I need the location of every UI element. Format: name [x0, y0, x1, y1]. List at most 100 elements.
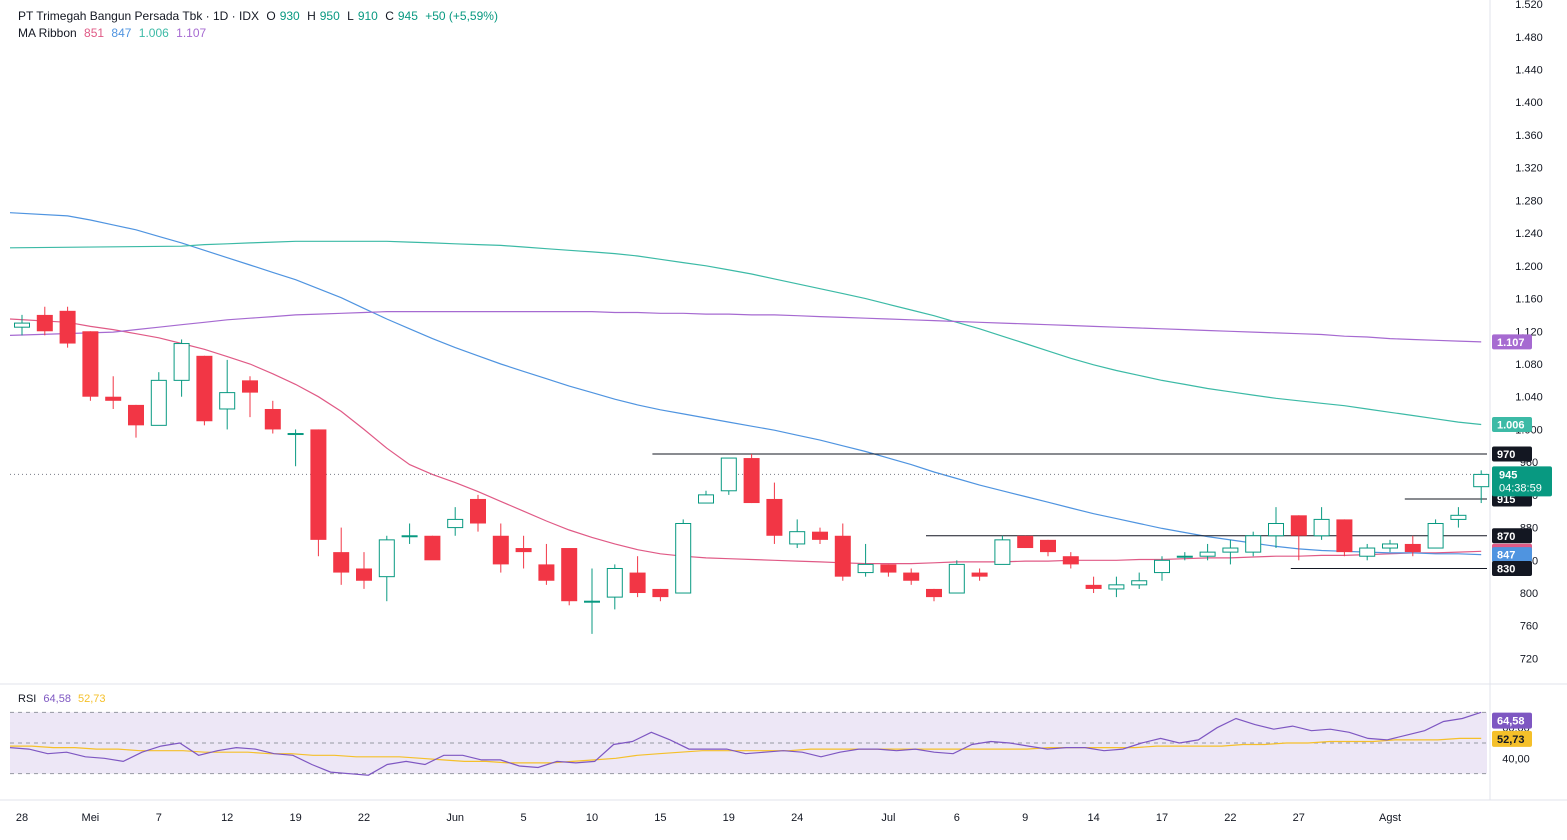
- candle: [1176, 552, 1193, 561]
- candle: [105, 376, 122, 409]
- current-price-tag-text: 945: [1499, 469, 1517, 481]
- candle-body: [128, 404, 144, 426]
- rsi-line: [9, 711, 1482, 776]
- rsi-tag-text: 64,58: [1497, 716, 1525, 728]
- candle: [59, 306, 76, 348]
- rsi-tag-bg: [1492, 712, 1532, 729]
- candle-body: [424, 535, 441, 561]
- candle: [1017, 535, 1034, 549]
- candle-body: [834, 535, 851, 577]
- candle: [287, 429, 304, 467]
- price-tick: 1.320: [1515, 163, 1543, 175]
- candle-body: [310, 429, 327, 540]
- candle: [1131, 572, 1148, 589]
- candle-body: [1427, 522, 1444, 549]
- candle-body: [743, 458, 760, 504]
- time-tick: 17: [1156, 812, 1168, 824]
- candle: [926, 588, 942, 602]
- ma-line-4: [9, 311, 1482, 343]
- time-tick: 10: [586, 812, 598, 824]
- rsi-legend[interactable]: RSI 64,58 52,73: [18, 693, 110, 705]
- candle: [789, 519, 806, 549]
- candle: [538, 543, 555, 585]
- candle: [150, 372, 167, 426]
- candle-body: [606, 567, 623, 598]
- candle: [128, 404, 144, 438]
- candle: [561, 548, 578, 606]
- candle-body: [333, 552, 350, 573]
- rsi-ma-value: 52,73: [78, 693, 106, 705]
- candle-body: [584, 600, 600, 603]
- candle: [743, 453, 760, 504]
- candle: [1268, 507, 1284, 549]
- time-tick: 9: [1022, 812, 1028, 824]
- candle: [1040, 539, 1056, 557]
- rsi-ma-tag-text: 52,73: [1497, 734, 1525, 746]
- price-tick: 1.520: [1515, 0, 1543, 11]
- candle: [14, 314, 30, 336]
- time-tick: 5: [521, 812, 527, 824]
- ma2-value: 847: [111, 26, 132, 40]
- candle: [1313, 507, 1330, 540]
- candle: [424, 535, 441, 561]
- ma-price-tag-1.006-text: 1.006: [1497, 420, 1525, 432]
- candle: [1382, 539, 1398, 553]
- ma1-value: 851: [84, 26, 105, 40]
- candle-body: [287, 433, 304, 436]
- candle-body: [492, 535, 509, 565]
- ma-ribbon-legend[interactable]: MA Ribbon 851 847 1.006 1.107: [18, 26, 210, 40]
- candle-body: [356, 568, 372, 581]
- candle-body: [1017, 535, 1034, 549]
- price-tick: 1.040: [1515, 392, 1543, 404]
- ma-price-tag-847-bg: [1492, 547, 1532, 563]
- candle-body: [1290, 515, 1307, 536]
- candle-body: [1268, 522, 1284, 537]
- candle-body: [1176, 555, 1193, 558]
- rsi-ma-line: [10, 737, 1482, 764]
- line-price-tag-830-text: 830: [1497, 563, 1515, 575]
- candle-body: [1040, 539, 1056, 553]
- price-tick: 1.080: [1515, 359, 1543, 371]
- candle: [629, 556, 646, 598]
- candle: [766, 482, 783, 544]
- rsi-tag: 64,58: [1492, 712, 1532, 729]
- time-tick: 6: [954, 812, 960, 824]
- candle: [219, 359, 236, 430]
- rsi-tick: 40,00: [1502, 753, 1530, 765]
- low-label: L: [347, 9, 354, 23]
- candle: [492, 523, 509, 573]
- line-price-tag-830-bg: [1492, 560, 1532, 576]
- time-tick: 15: [654, 812, 666, 824]
- line-price-tag-970-bg: [1492, 446, 1532, 462]
- time-tick: Jun: [446, 812, 464, 824]
- candle-body: [789, 531, 806, 545]
- candle: [1245, 531, 1262, 557]
- candle-body: [1404, 543, 1421, 553]
- candle: [1199, 543, 1216, 561]
- chart-header-symbol: PT Trimegah Bangun Persada Tbk · 1D · ID…: [18, 9, 502, 23]
- candle: [401, 523, 418, 544]
- candle-body: [1154, 559, 1170, 574]
- candle: [994, 535, 1011, 565]
- ma-price-tag-847-text: 847: [1497, 550, 1515, 562]
- ma-ribbon-label: MA Ribbon: [18, 26, 77, 40]
- candle-body: [538, 564, 555, 581]
- time-tick: 12: [221, 812, 233, 824]
- ma-price-tag-1.006: 1.006: [1492, 417, 1532, 433]
- candle: [1222, 539, 1239, 565]
- candle: [82, 331, 99, 401]
- candle-body: [857, 563, 874, 574]
- ma4-value: 1.107: [176, 26, 207, 40]
- time-tick: Agst: [1379, 812, 1401, 824]
- candle: [1290, 515, 1307, 561]
- candle-body: [652, 588, 669, 598]
- close-label: C: [385, 9, 394, 23]
- candle-body: [1245, 535, 1262, 553]
- rsi-ma-tag-bg: [1492, 730, 1532, 747]
- line-price-tag-915-text: 915: [1497, 494, 1515, 506]
- price-tick: 1.160: [1515, 294, 1543, 306]
- line-price-tag-830: 830: [1492, 560, 1532, 576]
- line-price-tag-870-text: 870: [1497, 531, 1515, 543]
